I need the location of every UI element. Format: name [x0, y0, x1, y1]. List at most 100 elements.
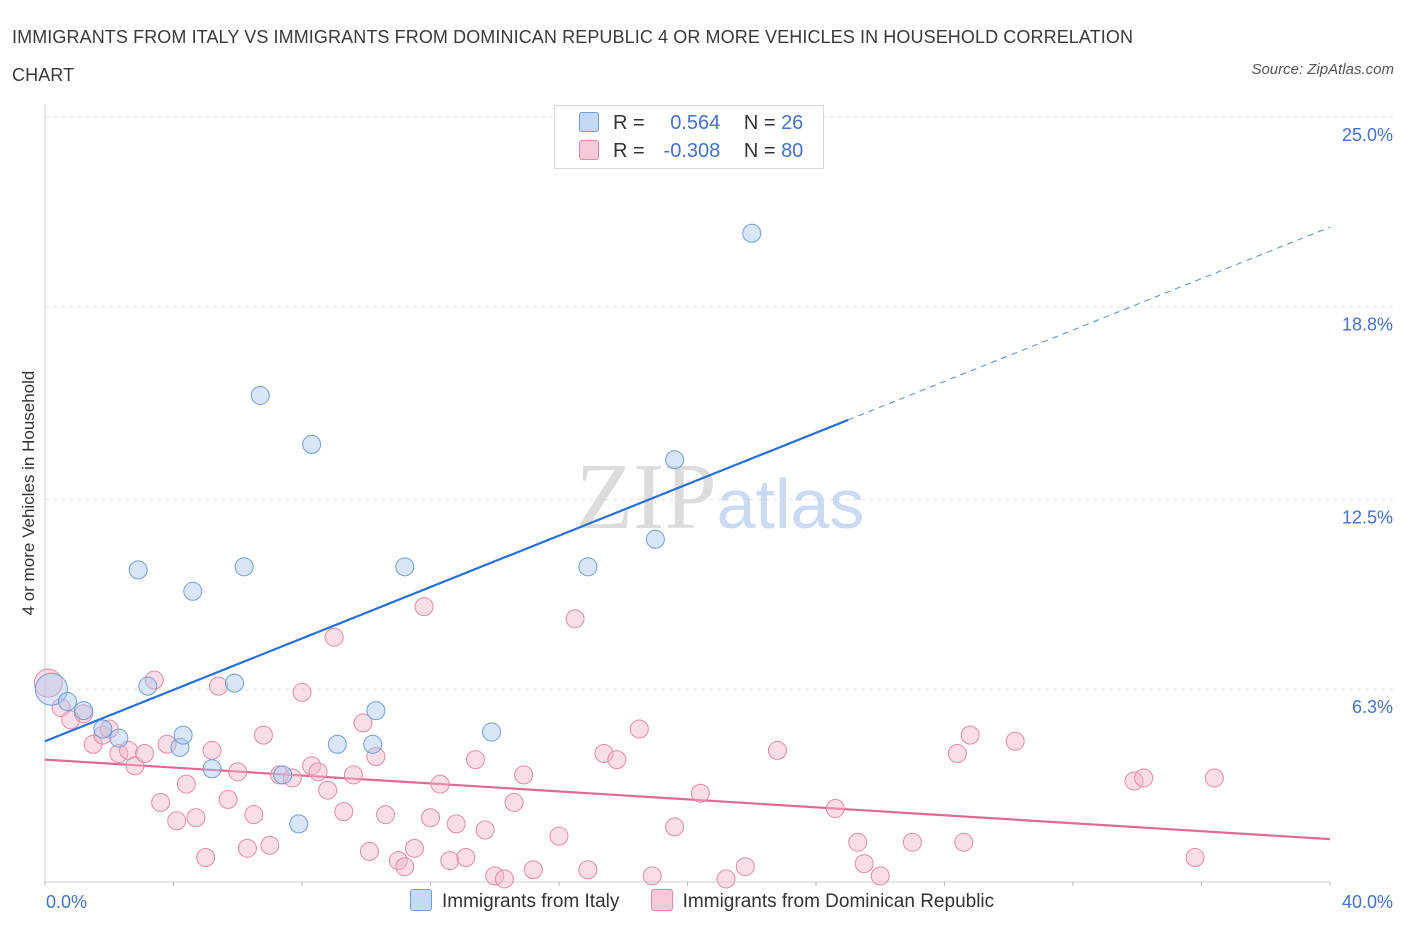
- point-italy: [225, 673, 245, 693]
- point-dominican: [947, 743, 967, 763]
- point-dominican: [343, 765, 363, 785]
- legend-n-label: N =: [743, 112, 776, 134]
- point-dominican: [292, 682, 312, 702]
- series-legend-dominican: Immigrants from Dominican Republic: [650, 889, 994, 913]
- point-dominican: [504, 792, 524, 812]
- point-italy: [128, 560, 148, 580]
- point-dominican: [359, 841, 379, 861]
- point-italy: [109, 728, 129, 748]
- point-dominican: [690, 783, 710, 803]
- point-italy: [250, 385, 270, 405]
- point-dominican: [196, 848, 216, 868]
- point-dominican: [446, 814, 466, 834]
- point-italy: [578, 557, 598, 577]
- point-dominican: [218, 789, 238, 809]
- point-dominican: [594, 743, 614, 763]
- point-dominican: [870, 866, 890, 886]
- point-italy: [363, 734, 383, 754]
- legend-row-italy: R = 0.564 N = 26: [579, 112, 803, 138]
- legend-n-value: 80: [781, 140, 804, 162]
- legend-r-label: R =: [613, 112, 645, 134]
- point-dominican: [176, 774, 196, 794]
- point-dominican: [1185, 848, 1205, 868]
- point-dominican: [421, 808, 440, 828]
- point-italy: [57, 691, 77, 711]
- point-italy: [273, 765, 293, 785]
- legend-row-dominican: R = -0.308 N = 80: [579, 140, 803, 166]
- point-dominican: [665, 817, 685, 837]
- axes: [44, 104, 1331, 886]
- point-dominican: [494, 869, 514, 889]
- point-italy: [302, 434, 322, 454]
- y-tick-label: 25.0%: [1342, 125, 1393, 145]
- y-axis-title: 4 or more Vehicles in Household: [19, 371, 38, 616]
- point-dominican: [157, 734, 177, 754]
- legend-n-label: N =: [743, 140, 776, 162]
- tick-labels: 25.0% 18.8% 12.5% 6.3% 0.0% 40.0%: [46, 125, 1393, 912]
- point-dominican: [324, 627, 344, 647]
- point-italy: [234, 557, 254, 577]
- point-dominican: [514, 765, 534, 785]
- point-dominican: [244, 805, 264, 825]
- gridlines: [45, 116, 1395, 690]
- legend-r-value: -0.308: [663, 140, 721, 162]
- point-dominican: [629, 719, 649, 739]
- point-italy: [395, 557, 415, 577]
- point-italy: [74, 701, 94, 721]
- legend-r-value: 0.564: [670, 112, 721, 134]
- point-dominican: [376, 805, 396, 825]
- point-dominican: [549, 826, 569, 846]
- point-dominican: [954, 832, 974, 852]
- point-dominican: [1134, 768, 1154, 788]
- series-swatch-dominican: [650, 889, 673, 911]
- point-italy: [93, 719, 113, 739]
- point-dominican: [440, 851, 460, 871]
- y-tick-label: 18.8%: [1342, 315, 1393, 335]
- point-dominican: [465, 750, 485, 770]
- point-dominican: [308, 762, 328, 782]
- chart-source: Source: ZipAtlas.com: [1251, 61, 1394, 78]
- point-italy: [183, 581, 203, 601]
- legend-swatch-italy: [579, 112, 599, 132]
- point-italy: [289, 814, 309, 834]
- series-label-italy: Immigrants from Italy: [442, 891, 620, 912]
- point-dominican: [414, 597, 434, 617]
- point-dominican: [253, 725, 273, 745]
- point-dominican: [825, 799, 845, 819]
- point-dominican: [167, 811, 187, 831]
- point-dominican: [960, 725, 980, 745]
- point-dominican: [475, 820, 495, 840]
- series-swatch-italy: [410, 889, 432, 911]
- watermark-atlas: atlas: [717, 465, 865, 543]
- legend-swatch-dominican: [579, 140, 599, 160]
- chart-title: IMMIGRANTS FROM ITALY VS IMMIGRANTS FROM…: [12, 27, 1134, 85]
- point-dominican: [334, 802, 354, 822]
- point-dominican: [767, 740, 787, 760]
- legend-n-value: 26: [781, 112, 804, 134]
- point-dominican: [208, 676, 228, 696]
- point-dominican: [902, 832, 922, 852]
- point-dominican: [607, 750, 627, 770]
- point-dominican: [430, 774, 450, 794]
- point-dominican: [202, 740, 222, 760]
- series-legend-italy: Immigrants from Italy: [410, 889, 619, 913]
- point-dominican: [1005, 731, 1025, 751]
- point-dominican: [523, 860, 543, 880]
- point-dominican: [565, 609, 585, 629]
- x-tick-label: 40.0%: [1342, 892, 1393, 912]
- point-dominican: [260, 835, 280, 855]
- point-italy: [366, 701, 386, 721]
- point-dominican: [237, 838, 257, 858]
- trend-line-1: [44, 758, 1331, 841]
- point-italy: [645, 529, 665, 549]
- point-dominican: [642, 866, 662, 886]
- point-italy: [742, 223, 762, 243]
- point-dominican: [366, 747, 386, 767]
- point-italy: [482, 722, 502, 742]
- trend-line-0: [44, 418, 849, 743]
- point-dominican: [151, 792, 171, 812]
- point-italy: [202, 759, 222, 779]
- legend-r-label: R =: [613, 140, 645, 162]
- trend-lines: [44, 226, 1331, 841]
